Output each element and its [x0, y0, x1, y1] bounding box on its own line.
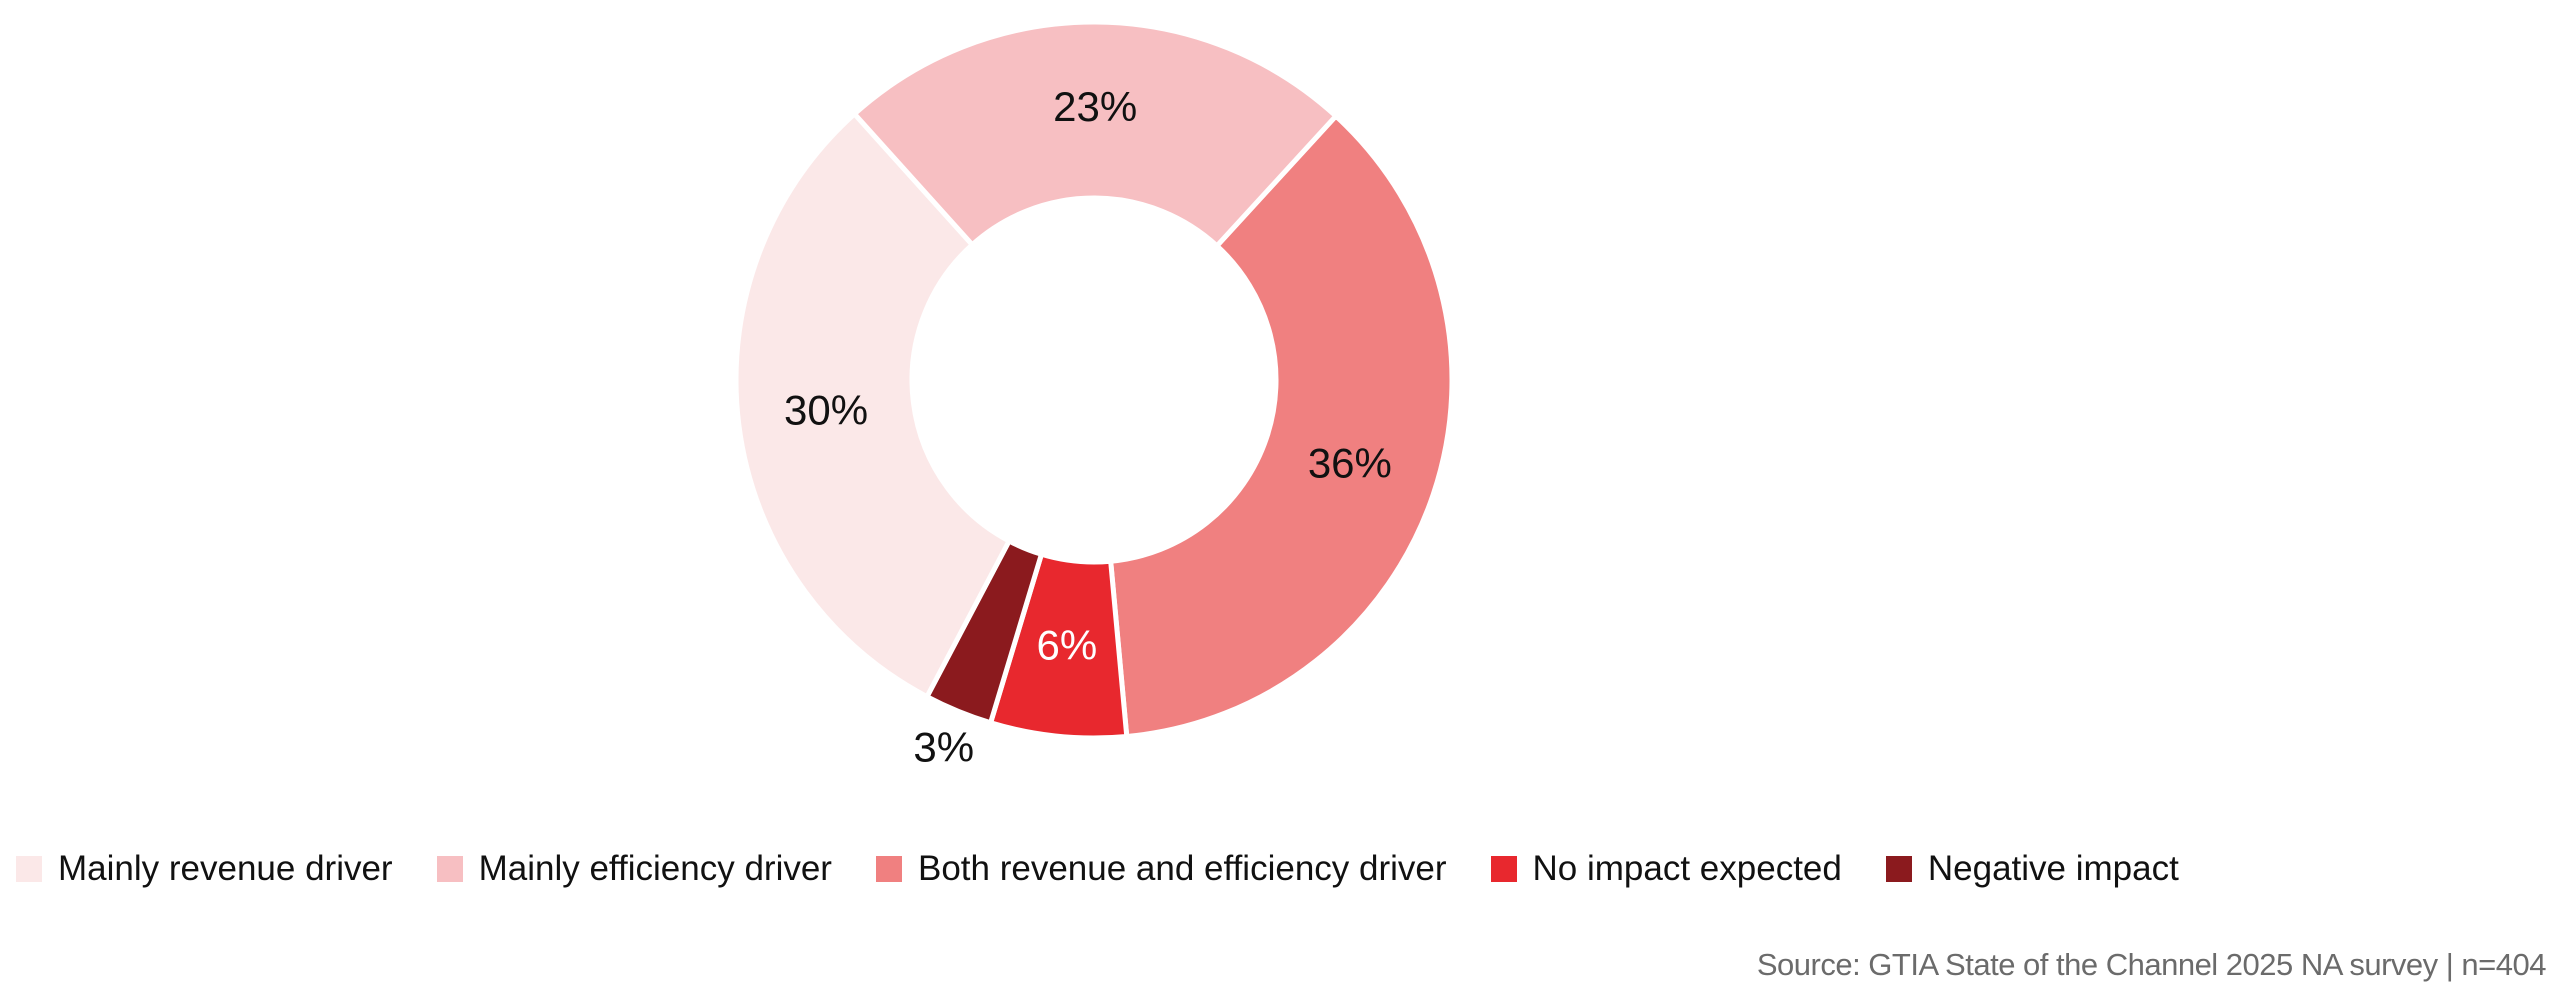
data-label-mainly-revenue-driver: 30% — [784, 386, 868, 433]
legend-label: Mainly revenue driver — [58, 849, 393, 888]
legend-item-negative-impact: Negative impact — [1885, 849, 2179, 889]
data-label-mainly-efficiency-driver: 23% — [1053, 83, 1137, 130]
legend-item-both-revenue-and-efficiency-driver: Both revenue and efficiency driver — [875, 849, 1447, 889]
data-label-no-impact-expected: 6% — [1037, 622, 1098, 669]
data-label-both-revenue-and-efficiency-driver: 36% — [1308, 439, 1392, 486]
slice-mainly-revenue-driver — [733, 110, 1013, 701]
legend-label: Negative impact — [1927, 849, 2179, 888]
legend-swatch — [436, 856, 463, 882]
legend-swatch — [16, 856, 42, 882]
slice-mainly-efficiency-driver — [850, 19, 1340, 250]
source-note: Source: GTIA State of the Channel 2025 N… — [1756, 947, 2547, 982]
legend-item-mainly-revenue-driver: Mainly revenue driver — [16, 849, 393, 889]
legend-item-no-impact-expected: No impact expected — [1490, 849, 1842, 889]
legend-swatch — [1490, 856, 1517, 882]
legend-label: Mainly efficiency driver — [478, 849, 832, 888]
legend-swatch — [875, 856, 902, 882]
data-label-negative-impact: 3% — [913, 723, 974, 770]
chart-legend: Mainly revenue driver Mainly efficiency d… — [16, 846, 2223, 892]
legend-label: Both revenue and efficiency driver — [917, 849, 1447, 888]
legend-label: No impact expected — [1532, 849, 1842, 888]
donut-chart-svg: 36% 6% 3% 30% 23% — [733, 19, 1455, 771]
legend-swatch — [1885, 856, 1912, 882]
legend-item-mainly-efficiency-driver: Mainly efficiency driver — [436, 849, 832, 889]
slice-both-revenue-and-efficiency-driver — [1107, 112, 1455, 740]
